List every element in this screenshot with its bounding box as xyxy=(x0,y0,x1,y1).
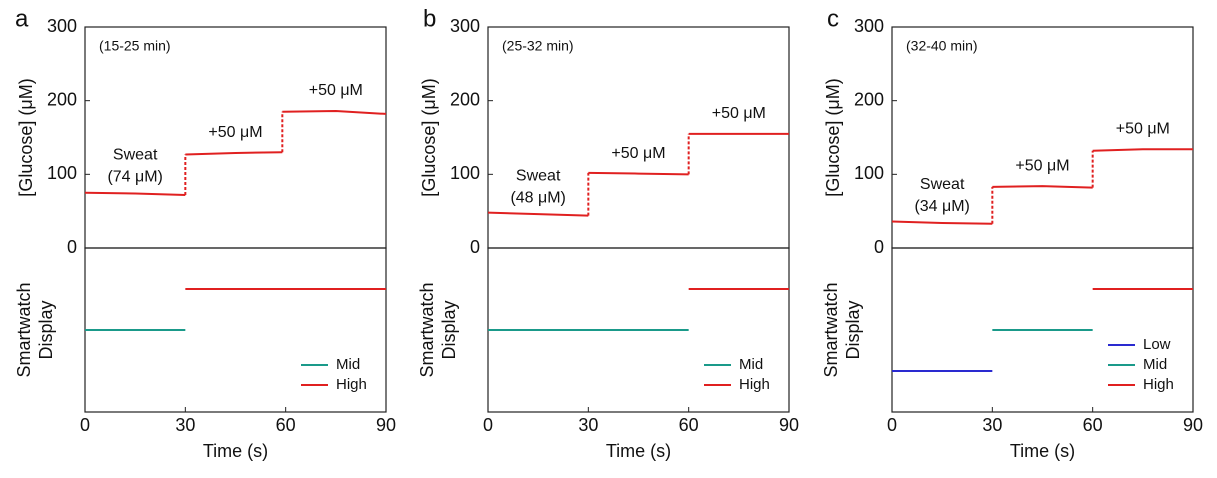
annotation: Sweat xyxy=(113,147,158,164)
y-axis-label: [Glucose] (μM) xyxy=(16,78,36,196)
x-tick-label: 0 xyxy=(887,415,897,435)
legend-label: Mid xyxy=(336,356,360,373)
annotation: +50 μM xyxy=(1015,157,1069,174)
legend-label: High xyxy=(739,376,770,393)
glucose-line xyxy=(992,185,1093,189)
legend-label: Low xyxy=(1143,336,1171,353)
y-tick-label: 0 xyxy=(874,237,884,257)
annotation: Sweat xyxy=(920,176,965,193)
panel-note: (32-40 min) xyxy=(906,38,978,54)
annotation: (34 μM) xyxy=(914,198,969,215)
y-tick-label: 200 xyxy=(47,89,77,109)
panel-label: c xyxy=(827,5,839,32)
annotation: (74 μM) xyxy=(107,169,162,186)
glucose-line xyxy=(185,151,283,156)
x-axis-label: Time (s) xyxy=(1010,441,1075,461)
x-axis-label: Time (s) xyxy=(203,441,268,461)
x-tick-label: 0 xyxy=(80,415,90,435)
y-tick-label: 300 xyxy=(47,16,77,36)
y-tick-label: 200 xyxy=(450,89,480,109)
legend-label: Mid xyxy=(739,356,763,373)
annotation: +50 μM xyxy=(712,105,766,122)
y-tick-label: 0 xyxy=(67,237,77,257)
panel-label: b xyxy=(423,5,436,32)
y-axis-label: [Glucose] (μM) xyxy=(419,78,439,196)
x-tick-label: 30 xyxy=(578,415,598,435)
y-axis-label: Display xyxy=(439,300,459,359)
y-axis-label: [Glucose] (μM) xyxy=(823,78,843,196)
legend-label: Mid xyxy=(1143,356,1167,373)
x-tick-label: 60 xyxy=(1083,415,1103,435)
x-tick-label: 0 xyxy=(483,415,493,435)
y-tick-label: 0 xyxy=(470,237,480,257)
y-tick-label: 100 xyxy=(854,163,884,183)
annotation: +50 μM xyxy=(611,145,665,162)
y-tick-label: 200 xyxy=(854,89,884,109)
y-axis-label: Smartwatch xyxy=(417,282,437,377)
glucose-line xyxy=(84,191,186,196)
glucose-line xyxy=(588,171,689,176)
x-tick-label: 90 xyxy=(376,415,396,435)
x-axis-label: Time (s) xyxy=(606,441,671,461)
x-tick-label: 30 xyxy=(982,415,1002,435)
y-tick-label: 300 xyxy=(450,16,480,36)
glucose-line xyxy=(1092,148,1193,152)
legend-label: High xyxy=(336,376,367,393)
x-tick-label: 90 xyxy=(1183,415,1203,435)
y-axis-label: Smartwatch xyxy=(821,282,841,377)
annotation: +50 μM xyxy=(208,124,262,141)
panel-note: (25-32 min) xyxy=(502,38,574,54)
annotation: Sweat xyxy=(516,167,561,184)
y-axis-label: Display xyxy=(843,300,863,359)
y-axis-label: Smartwatch xyxy=(14,282,34,377)
y-tick-label: 100 xyxy=(450,163,480,183)
y-tick-label: 100 xyxy=(47,163,77,183)
glucose-line xyxy=(487,211,589,217)
glucose-line xyxy=(891,220,993,225)
glucose-line xyxy=(282,109,387,115)
annotation: +50 μM xyxy=(309,82,363,99)
panel-note: (15-25 min) xyxy=(99,38,171,54)
y-axis-label: Display xyxy=(36,300,56,359)
x-tick-label: 90 xyxy=(779,415,799,435)
legend-label: High xyxy=(1143,376,1174,393)
panel-label: a xyxy=(15,5,29,32)
x-tick-label: 60 xyxy=(679,415,699,435)
x-tick-label: 30 xyxy=(175,415,195,435)
y-tick-label: 300 xyxy=(854,16,884,36)
annotation: +50 μM xyxy=(1116,121,1170,138)
annotation: (48 μM) xyxy=(510,189,565,206)
plot-frame xyxy=(891,247,1194,413)
x-tick-label: 60 xyxy=(276,415,296,435)
